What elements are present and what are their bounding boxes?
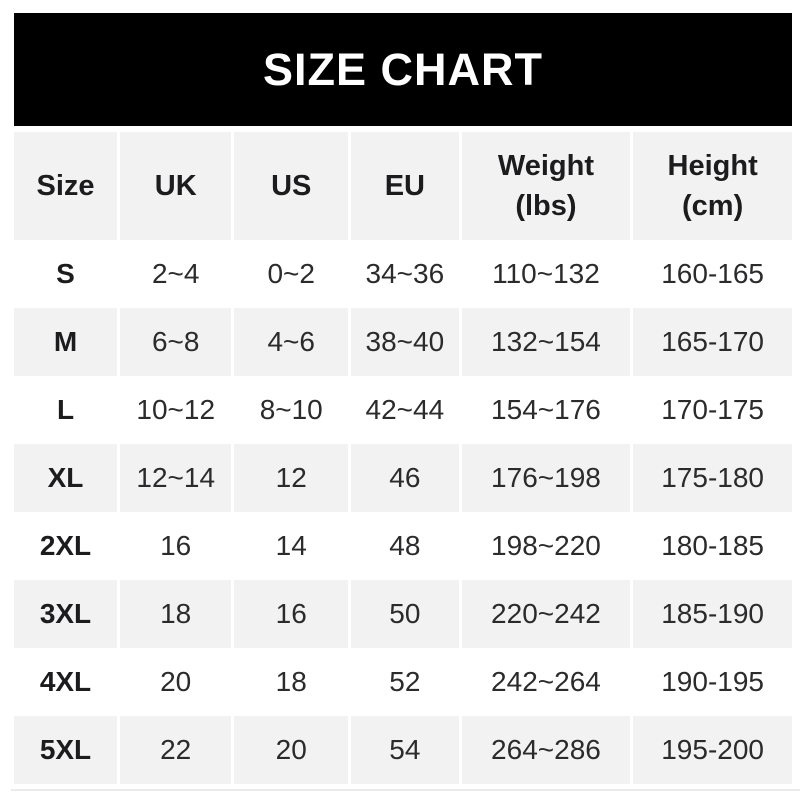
column-header-height: Height (cm) (633, 132, 792, 240)
cell-weight: 220~242 (461, 580, 631, 648)
table-row-s: S 2~4 0~2 34~36 110~132 160-165 (14, 240, 792, 308)
cell-us: 14 (234, 512, 349, 580)
cell-size: 3XL (14, 580, 117, 648)
column-header-size: Size (14, 132, 117, 240)
table-row-3xl: 3XL 18 16 50 220~242 185-190 (14, 580, 792, 648)
cell-uk: 20 (120, 648, 232, 716)
cell-height: 160-165 (633, 240, 792, 308)
cell-height: 170-175 (633, 376, 792, 444)
column-header-uk: UK (120, 132, 232, 240)
column-header-label: Size (36, 169, 95, 202)
cell-uk: 22 (120, 716, 232, 784)
column-header-label: Weight (497, 149, 594, 182)
cell-eu: 34~36 (351, 240, 459, 308)
column-header-label: US (271, 169, 312, 202)
cell-size: L (14, 376, 117, 444)
cell-height: 195-200 (633, 716, 792, 784)
table-header: Size UK US EU (14, 132, 792, 240)
cell-us: 20 (234, 716, 349, 784)
cell-uk: 12~14 (120, 444, 232, 512)
cell-us: 12 (234, 444, 349, 512)
title-banner: SIZE CHART (14, 13, 792, 126)
cell-size: M (14, 308, 117, 376)
table-row-2xl: 2XL 16 14 48 198~220 180-185 (14, 512, 792, 580)
cell-uk: 10~12 (120, 376, 232, 444)
cell-eu: 48 (351, 512, 459, 580)
cell-weight: 110~132 (461, 240, 631, 308)
page-title: SIZE CHART (263, 44, 543, 95)
size-chart-table: Size UK US EU (11, 132, 795, 784)
cell-size: 4XL (14, 648, 117, 716)
cell-uk: 2~4 (120, 240, 232, 308)
cell-eu: 54 (351, 716, 459, 784)
cell-uk: 16 (120, 512, 232, 580)
table-row-l: L 10~12 8~10 42~44 154~176 170-175 (14, 376, 792, 444)
cell-weight: 264~286 (461, 716, 631, 784)
cell-weight: 154~176 (461, 376, 631, 444)
cell-uk: 18 (120, 580, 232, 648)
cell-height: 165-170 (633, 308, 792, 376)
cell-eu: 42~44 (351, 376, 459, 444)
cell-height: 185-190 (633, 580, 792, 648)
cell-eu: 46 (351, 444, 459, 512)
cell-us: 18 (234, 648, 349, 716)
table-row-m: M 6~8 4~6 38~40 132~154 165-170 (14, 308, 792, 376)
cell-weight: 242~264 (461, 648, 631, 716)
cell-size: 2XL (14, 512, 117, 580)
column-header-sub: (lbs) (515, 190, 577, 222)
cell-us: 8~10 (234, 376, 349, 444)
cell-weight: 132~154 (461, 308, 631, 376)
cell-size: XL (14, 444, 117, 512)
column-header-weight: Weight (lbs) (461, 132, 631, 240)
cell-height: 190-195 (633, 648, 792, 716)
cell-weight: 176~198 (461, 444, 631, 512)
cell-height: 180-185 (633, 512, 792, 580)
cell-size: 5XL (14, 716, 117, 784)
cell-us: 0~2 (234, 240, 349, 308)
cell-us: 16 (234, 580, 349, 648)
header-row: Size UK US EU (14, 132, 792, 240)
cell-us: 4~6 (234, 308, 349, 376)
column-header-us: US (234, 132, 349, 240)
cell-height: 175-180 (633, 444, 792, 512)
cell-weight: 198~220 (461, 512, 631, 580)
bottom-divider (11, 789, 800, 791)
cell-uk: 6~8 (120, 308, 232, 376)
column-header-label: Height (667, 149, 758, 182)
table-row-4xl: 4XL 20 18 52 242~264 190-195 (14, 648, 792, 716)
size-chart-container: Size UK US EU (11, 132, 795, 784)
column-header-label: UK (154, 169, 197, 202)
column-header-eu: EU (351, 132, 459, 240)
table-body: S 2~4 0~2 34~36 110~132 160-165 M 6~8 4~… (14, 240, 792, 784)
cell-eu: 52 (351, 648, 459, 716)
column-header-sub: (cm) (682, 190, 744, 222)
table-row-5xl: 5XL 22 20 54 264~286 195-200 (14, 716, 792, 784)
column-header-label: EU (384, 169, 425, 202)
cell-eu: 50 (351, 580, 459, 648)
cell-eu: 38~40 (351, 308, 459, 376)
cell-size: S (14, 240, 117, 308)
table-row-xl: XL 12~14 12 46 176~198 175-180 (14, 444, 792, 512)
